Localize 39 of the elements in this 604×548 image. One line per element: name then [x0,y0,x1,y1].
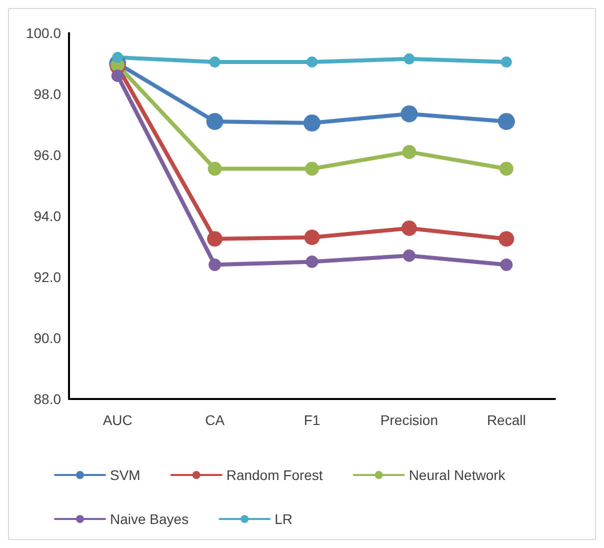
point [498,231,514,247]
point [304,114,320,132]
x-tick-label: Recall [486,412,526,428]
point [402,144,416,159]
point [400,105,418,122]
point [499,162,514,176]
point [208,258,222,272]
y-tick-label: 98.0 [34,86,62,102]
point [206,112,224,130]
point [207,231,223,247]
point [305,162,319,176]
point [500,56,512,68]
point [306,256,318,268]
legend-label: Neural Network [408,467,506,483]
point [304,230,320,246]
point [112,52,124,63]
y-tick-label: 94.0 [34,208,62,224]
x-tick-label: Precision [380,412,438,428]
y-tick-label: 88.0 [34,391,62,407]
legend-label: Random Forest [226,467,323,483]
point [498,112,515,130]
point [404,53,415,64]
y-tick-label: 100.0 [26,25,62,41]
point [500,258,513,272]
y-tick-label: 92.0 [34,269,62,285]
x-tick-label: AUC [102,412,132,428]
point [306,56,318,68]
point [208,162,222,176]
legend-label: SVM [110,467,140,483]
legend-label: Naive Bayes [110,511,189,527]
x-tick-label: F1 [304,412,320,428]
legend-label: LR [274,511,292,527]
point [402,249,416,262]
point [401,220,417,236]
point [111,69,124,82]
point [209,56,220,68]
x-tick-label: CA [205,412,226,428]
y-tick-label: 90.0 [34,330,62,346]
y-tick-label: 96.0 [34,147,62,163]
